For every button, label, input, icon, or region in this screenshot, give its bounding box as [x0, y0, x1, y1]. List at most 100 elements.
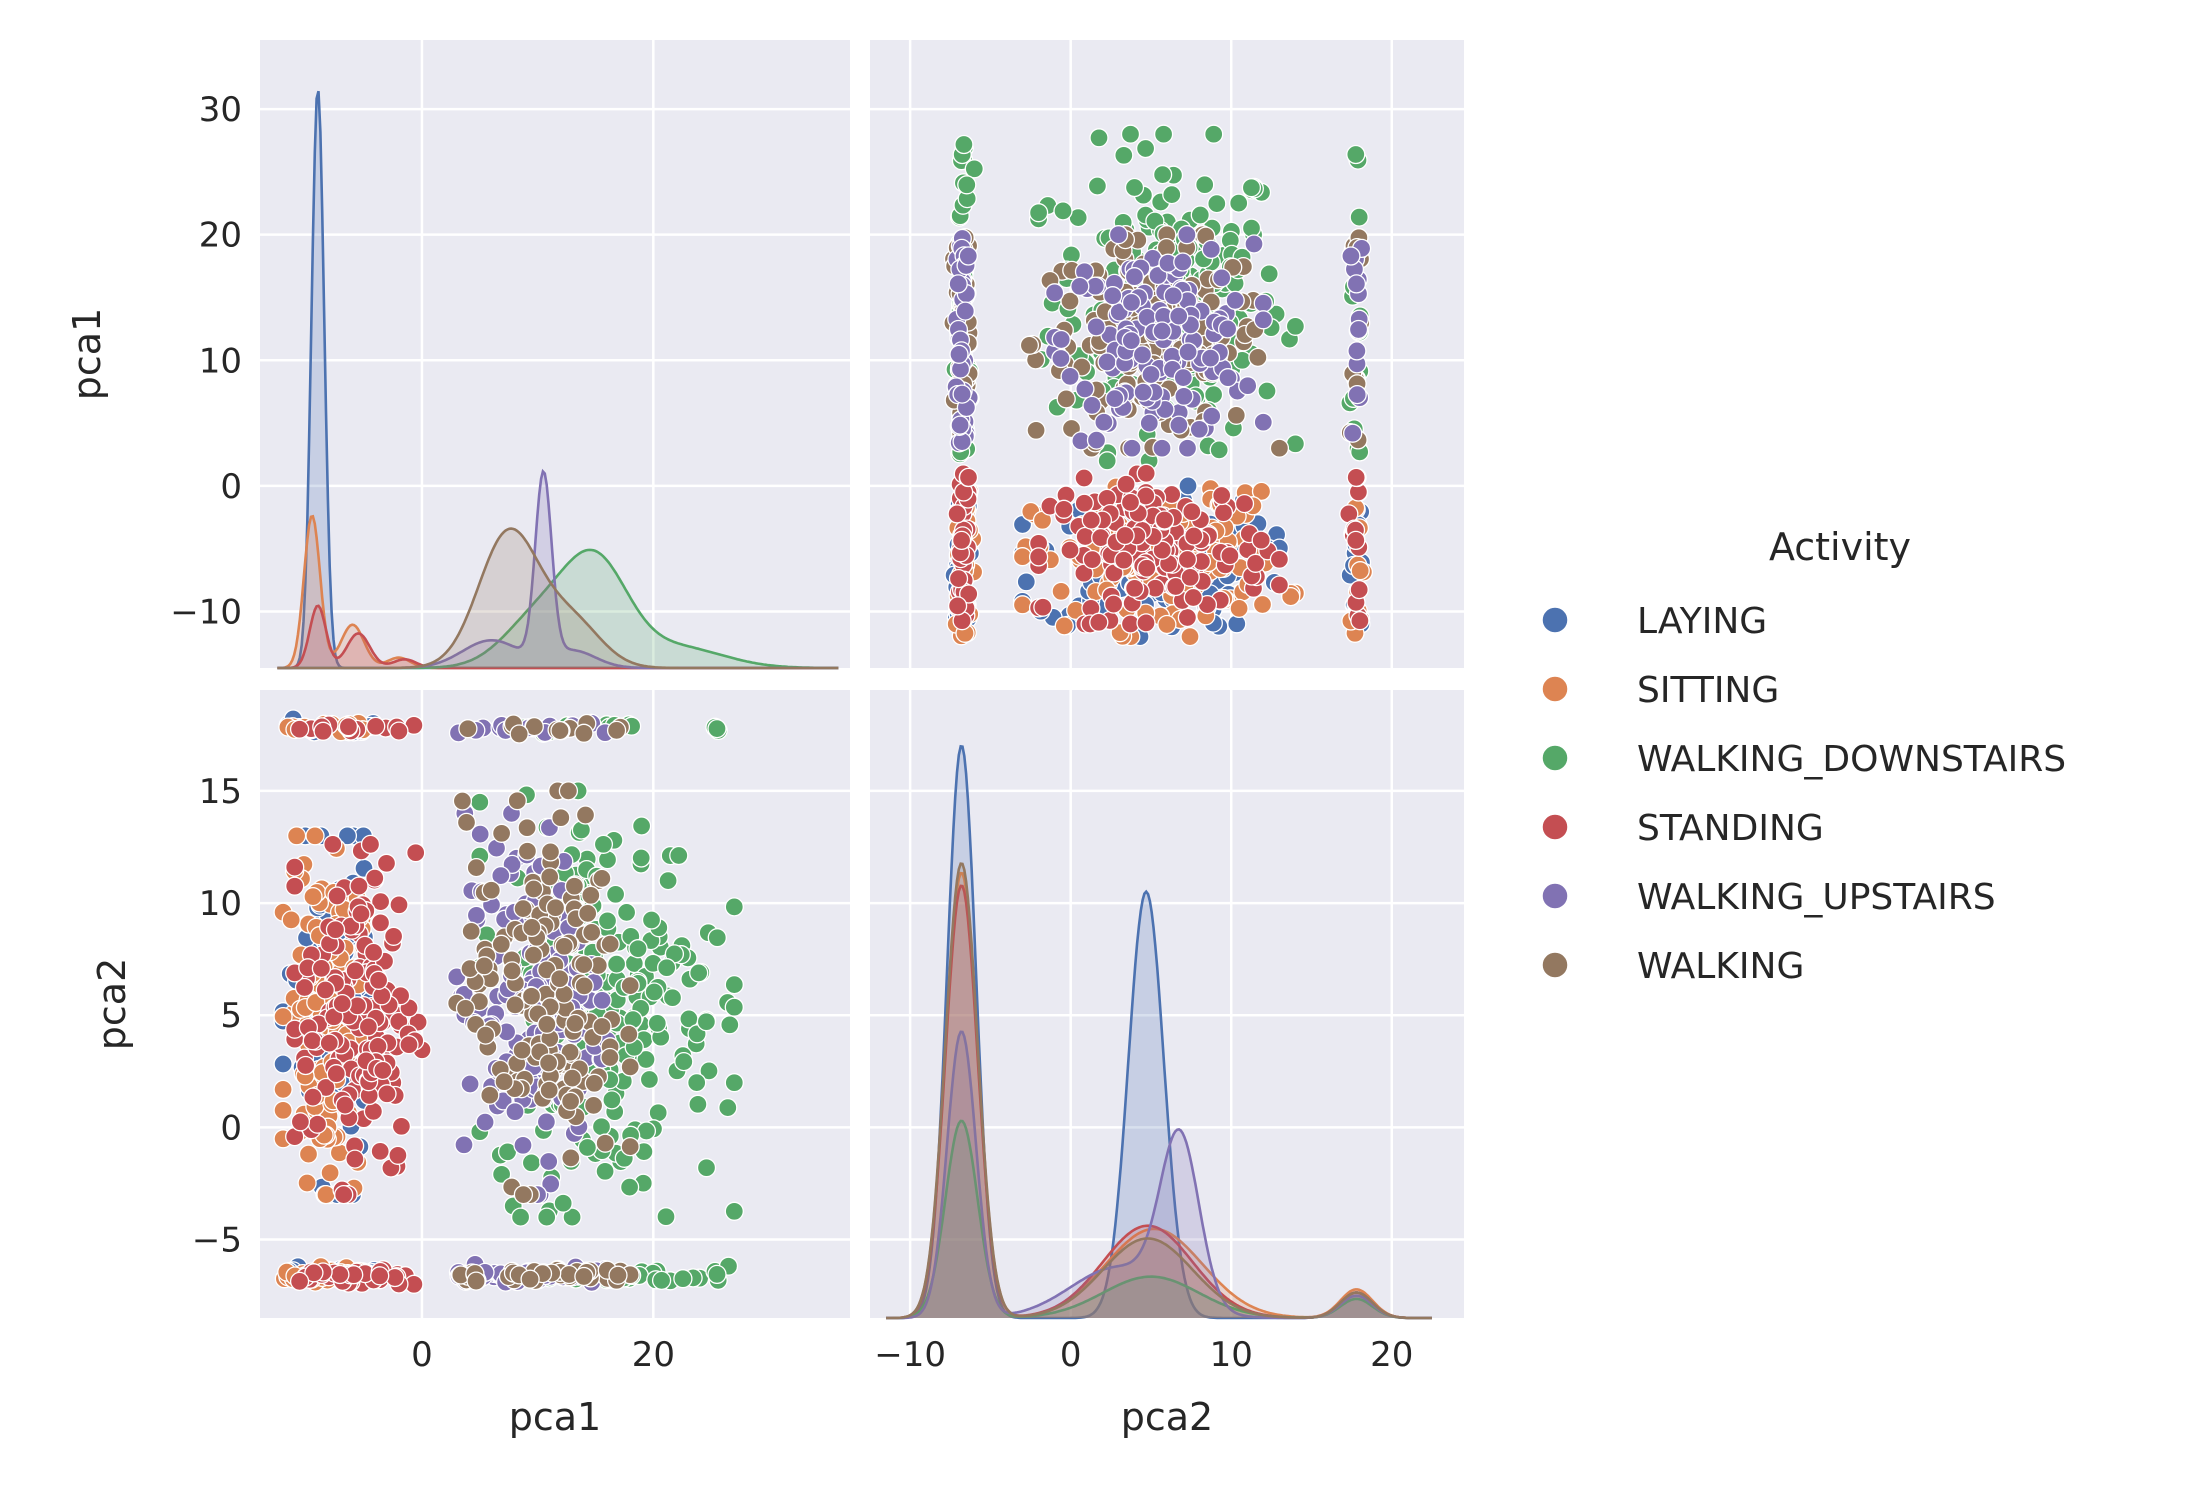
point-laying — [337, 826, 358, 846]
point-walking — [562, 1068, 582, 1088]
point-walking — [512, 1040, 532, 1060]
point-standing — [285, 857, 305, 877]
legend-marker-walking_downstairs — [1541, 744, 1569, 772]
point-walking_upstairs — [513, 1135, 533, 1155]
point-standing — [370, 1141, 390, 1161]
x-tick-label: 20 — [632, 1335, 675, 1375]
point-walking — [619, 1024, 639, 1044]
point-walking — [466, 857, 486, 878]
point-sitting — [281, 910, 301, 930]
point-walking_downstairs — [689, 963, 709, 983]
x-tick-label: 20 — [1370, 1335, 1413, 1375]
point-walking_downstairs — [616, 902, 637, 923]
point-laying — [1016, 572, 1036, 592]
kde-fill-standing — [886, 885, 1432, 1318]
point-walking_upstairs — [1212, 268, 1232, 288]
point-walking_upstairs — [1139, 413, 1159, 433]
kde-fill-walking_upstairs — [277, 471, 839, 668]
point-walking_downstairs — [537, 1207, 557, 1227]
point-standing — [349, 876, 369, 896]
point-walking_downstairs — [658, 870, 678, 891]
point-walking — [1056, 389, 1076, 409]
point-walking_upstairs — [539, 1151, 559, 1172]
point-walking_downstairs — [1087, 176, 1108, 196]
kde-fill-sitting — [886, 873, 1432, 1318]
point-standing — [1028, 547, 1049, 567]
point-standing — [307, 1114, 328, 1134]
point-sitting — [316, 1184, 336, 1205]
point-standing — [951, 530, 972, 551]
point-walking_upstairs — [1346, 274, 1367, 294]
point-walking_downstairs — [1114, 145, 1134, 165]
point-walking — [606, 720, 627, 741]
point-walking_downstairs — [636, 1049, 656, 1070]
point-walking_upstairs — [1348, 319, 1369, 340]
kde-line-walking_upstairs — [886, 1030, 1432, 1320]
point-walking_downstairs — [651, 1270, 672, 1291]
point-standing — [1269, 549, 1290, 569]
point-walking — [1226, 405, 1246, 425]
point-walking_upstairs — [955, 301, 975, 321]
point-standing — [368, 970, 389, 990]
point-sitting — [298, 1144, 319, 1164]
point-walking — [574, 976, 594, 996]
point-standing — [316, 1077, 336, 1098]
point-walking_upstairs — [1163, 286, 1183, 306]
legend-title: Activity — [1769, 525, 1911, 569]
point-walking — [565, 1013, 585, 1034]
point-walking_upstairs — [470, 824, 490, 844]
kde-fill-walking — [886, 863, 1432, 1318]
point-walking — [494, 1072, 514, 1092]
point-standing — [370, 1266, 390, 1286]
point-walking_downstairs — [606, 954, 627, 974]
point-standing — [289, 1271, 310, 1292]
panel-background — [260, 40, 850, 668]
point-walking_upstairs — [541, 1174, 561, 1194]
point-standing — [370, 891, 391, 912]
legend-label-laying: LAYING — [1637, 601, 1767, 642]
point-walking_upstairs — [1347, 341, 1367, 361]
panel-1-1: −10 0 10 20 pca2 — [870, 690, 1464, 1439]
point-walking — [1019, 335, 1040, 355]
point-walking_upstairs — [1343, 423, 1363, 443]
point-walking — [491, 934, 511, 954]
point-walking_upstairs — [491, 865, 511, 886]
point-walking — [475, 1025, 496, 1045]
y-tick-label: 15 — [199, 772, 242, 812]
y-tick-label: 30 — [199, 90, 242, 130]
point-walking — [461, 921, 481, 941]
point-sitting — [305, 826, 325, 846]
point-walking — [480, 1085, 500, 1105]
point-standing — [1346, 467, 1366, 488]
point-walking_downstairs — [1120, 124, 1141, 144]
point-walking_downstairs — [510, 1207, 531, 1227]
point-standing — [338, 717, 359, 737]
point-walking — [1026, 420, 1046, 440]
point-walking — [583, 1095, 604, 1116]
point-walking — [521, 986, 542, 1006]
point-standing — [1116, 474, 1136, 494]
point-walking_upstairs — [1152, 438, 1172, 458]
legend-marker-laying — [1541, 606, 1569, 634]
point-walking — [620, 1136, 640, 1157]
y-axis-label: pca2 — [90, 958, 134, 1050]
point-standing — [1234, 493, 1255, 514]
point-walking_upstairs — [460, 1074, 480, 1094]
point-walking_upstairs — [1238, 376, 1258, 396]
point-standing — [1213, 503, 1234, 523]
point-walking_downstairs — [724, 1073, 744, 1093]
point-walking_downstairs — [595, 1161, 615, 1181]
point-standing — [1089, 612, 1109, 632]
point-walking_downstairs — [687, 1072, 707, 1093]
point-walking_downstairs — [1203, 384, 1224, 405]
point-walking_upstairs — [1202, 406, 1222, 426]
legend-marker-walking — [1541, 951, 1569, 979]
point-walking_downstairs — [662, 988, 683, 1008]
point-walking — [538, 1053, 559, 1073]
point-walking — [458, 719, 478, 739]
point-walking_downstairs — [1053, 201, 1073, 221]
panel-0-1 — [870, 40, 1464, 668]
point-standing — [391, 1116, 412, 1136]
point-walking — [592, 1016, 612, 1037]
point-sitting — [303, 886, 323, 907]
